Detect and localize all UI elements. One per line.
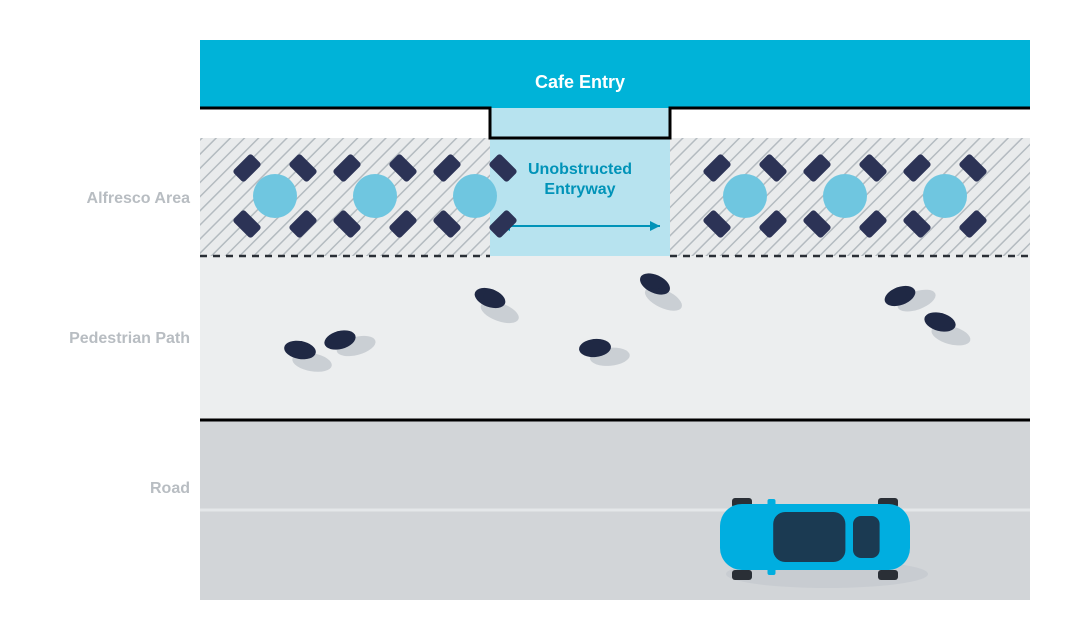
pedestrian-zone	[200, 256, 1030, 420]
road-label: Road	[20, 480, 190, 498]
car	[720, 498, 928, 588]
diagram-svg: Cafe EntryUnobstructedEntryway	[200, 40, 1030, 600]
pedestrian-label: Pedestrian Path	[20, 330, 190, 348]
alfresco-zone-left	[200, 138, 490, 256]
diagram: Cafe EntryUnobstructedEntryway	[200, 40, 1030, 600]
cafe-entry-label: Cafe Entry	[535, 72, 625, 92]
alfresco-label: Alfresco Area	[20, 190, 190, 208]
